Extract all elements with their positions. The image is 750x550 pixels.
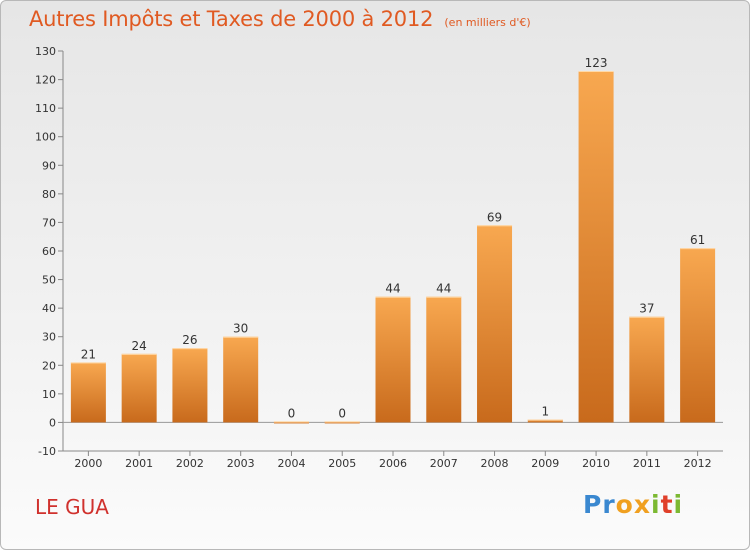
chart-unit: (en milliers d'€) <box>444 16 531 29</box>
bar-highlight-2008 <box>477 225 513 227</box>
proxiti-logo[interactable]: Proxiti <box>583 490 683 519</box>
y-tick-label: 100 <box>35 131 56 144</box>
bar-2008 <box>477 225 513 423</box>
y-tick-label: 70 <box>42 216 56 229</box>
logo-letter: o <box>615 490 634 519</box>
y-tick-label: 20 <box>42 359 56 372</box>
logo-letter: i <box>651 490 661 519</box>
data-label-2001: 24 <box>132 339 147 353</box>
data-label-2004: 0 <box>288 406 296 420</box>
bar-2006 <box>375 296 411 423</box>
data-label-2002: 26 <box>182 333 197 347</box>
data-label-2003: 30 <box>233 322 248 336</box>
bar-highlight-2004 <box>273 421 309 423</box>
data-label-2009: 1 <box>541 405 549 419</box>
logo-letter: x <box>633 490 651 519</box>
bar-highlight-2002 <box>172 348 208 350</box>
bar-2009 <box>527 419 563 423</box>
x-tick-label-2005: 2005 <box>328 457 356 470</box>
x-tick-label-2007: 2007 <box>430 457 458 470</box>
bar-2010 <box>578 71 614 423</box>
data-label-2007: 44 <box>436 282 451 296</box>
bar-2002 <box>172 348 208 423</box>
bar-highlight-2010 <box>578 71 614 72</box>
data-label-2000: 21 <box>81 347 96 361</box>
x-tick-label-2001: 2001 <box>125 457 153 470</box>
y-tick-label: 120 <box>35 74 56 87</box>
bar-2011 <box>629 316 665 423</box>
bar-2000 <box>70 362 106 423</box>
bar-2007 <box>426 296 462 423</box>
data-label-2008: 69 <box>487 210 502 224</box>
bar-highlight-2003 <box>223 336 259 338</box>
y-tick-label: 0 <box>49 416 56 429</box>
data-label-2006: 44 <box>385 282 400 296</box>
x-tick-label-2003: 2003 <box>227 457 255 470</box>
bar-layer <box>70 71 716 424</box>
x-tick-label-2002: 2002 <box>176 457 204 470</box>
logo-letter: P <box>583 490 603 519</box>
chart-title: Autres Impôts et Taxes de 2000 à 2012 <box>29 7 434 31</box>
y-tick-label: 30 <box>42 331 56 344</box>
bar-highlight-2000 <box>70 362 106 364</box>
data-label-2010: 123 <box>585 56 608 70</box>
bar-highlight-2005 <box>324 421 360 423</box>
y-tick-label: 50 <box>42 274 56 287</box>
x-tick-label-2010: 2010 <box>582 457 610 470</box>
y-tick-label: 130 <box>35 45 56 58</box>
y-tick-label: 80 <box>42 188 56 201</box>
logo-letter: r <box>602 490 616 519</box>
x-tick-label-2012: 2012 <box>684 457 712 470</box>
x-tick-label-2008: 2008 <box>481 457 509 470</box>
y-tick-label: 10 <box>42 388 56 401</box>
x-tick-label-2009: 2009 <box>531 457 559 470</box>
y-tick-label: 60 <box>42 245 56 258</box>
bar-highlight-2001 <box>121 353 157 355</box>
bar-highlight-2009 <box>527 419 563 421</box>
logo-letter: i <box>673 490 684 519</box>
bar-highlight-2007 <box>426 296 462 298</box>
x-tick-label-2000: 2000 <box>74 457 102 470</box>
y-tick-label: 40 <box>42 302 56 315</box>
data-label-2012: 61 <box>690 233 705 247</box>
chart-title-block: Autres Impôts et Taxes de 2000 à 2012 (e… <box>29 7 531 31</box>
y-tick-label: 90 <box>42 159 56 172</box>
x-tick-label-2006: 2006 <box>379 457 407 470</box>
bar-highlight-2011 <box>629 316 665 318</box>
place-name: LE GUA <box>35 495 109 519</box>
bar-2012 <box>680 248 716 423</box>
x-tick-label-2011: 2011 <box>633 457 661 470</box>
bar-highlight-2006 <box>375 296 411 298</box>
data-label-2011: 37 <box>639 302 654 316</box>
bar-2003 <box>223 336 259 423</box>
x-tick-label-2004: 2004 <box>277 457 305 470</box>
bar-highlight-2012 <box>680 248 716 250</box>
y-tick-label: -10 <box>38 445 56 458</box>
data-label-2005: 0 <box>338 406 346 420</box>
y-tick-label: 110 <box>35 102 56 115</box>
bar-2001 <box>121 353 157 423</box>
label-layer: 21 2000 24 2001 26 2002 30 2003 0 2004 0 2005 44 2006… <box>74 56 711 470</box>
logo-letter: t <box>660 490 674 519</box>
